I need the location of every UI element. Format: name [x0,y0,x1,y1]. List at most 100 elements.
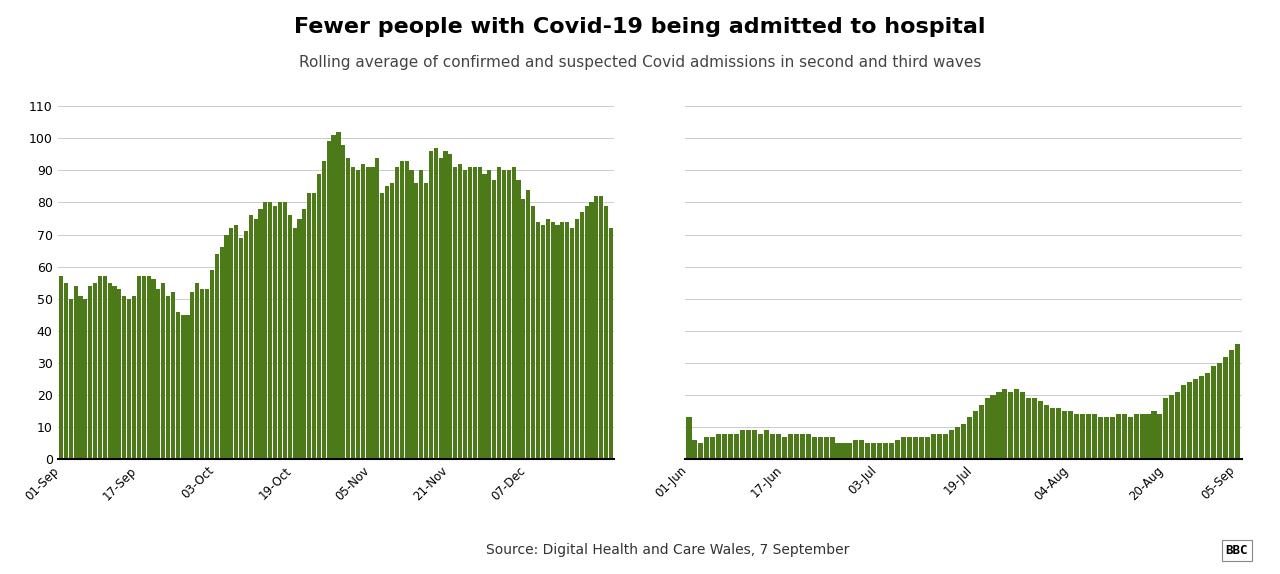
Bar [710,437,716,459]
Bar [132,296,136,459]
Bar [556,225,559,459]
Bar [88,286,92,459]
Bar [118,289,122,459]
Bar [740,430,745,459]
Bar [458,164,462,459]
Bar [561,222,564,459]
Bar [210,270,214,459]
Bar [467,167,472,459]
Bar [259,209,262,459]
Text: BBC: BBC [1225,544,1248,557]
Bar [575,219,579,459]
Bar [93,283,97,459]
Bar [180,315,184,459]
Bar [686,417,691,459]
Bar [1199,376,1204,459]
Bar [943,433,948,459]
Bar [142,276,146,459]
Bar [1152,411,1157,459]
Bar [1098,417,1103,459]
Bar [317,173,321,459]
Bar [161,283,165,459]
Bar [507,170,511,459]
Bar [961,424,965,459]
Bar [424,183,428,459]
Bar [269,203,273,459]
Bar [580,212,584,459]
Bar [1014,389,1019,459]
Bar [865,443,870,459]
Bar [312,193,316,459]
Bar [991,395,996,459]
Bar [516,180,521,459]
Bar [253,219,257,459]
Bar [955,427,960,459]
Bar [332,135,335,459]
Bar [472,167,476,459]
Bar [497,167,500,459]
Bar [1056,408,1061,459]
Bar [566,222,570,459]
Bar [172,292,175,459]
Bar [288,215,292,459]
Bar [370,167,375,459]
Bar [434,148,438,459]
Bar [321,161,326,459]
Bar [1181,385,1187,459]
Bar [753,430,756,459]
Bar [1204,373,1210,459]
Bar [604,205,608,459]
Bar [175,312,180,459]
Bar [59,276,63,459]
Bar [356,170,360,459]
Bar [1032,398,1037,459]
Bar [151,280,156,459]
Bar [590,203,594,459]
Bar [307,193,311,459]
Bar [526,189,530,459]
Bar [78,296,82,459]
Bar [127,298,132,459]
Bar [722,433,727,459]
Bar [1062,411,1068,459]
Bar [346,157,351,459]
Bar [1157,414,1162,459]
Bar [215,254,219,459]
Bar [380,193,384,459]
Bar [113,286,116,459]
Bar [540,225,545,459]
Bar [919,437,924,459]
Bar [1164,398,1169,459]
Bar [1074,414,1079,459]
Bar [609,228,613,459]
Bar [735,433,739,459]
Bar [913,437,918,459]
Bar [1068,411,1073,459]
Bar [1085,414,1091,459]
Bar [229,228,233,459]
Bar [812,437,817,459]
Bar [1139,414,1144,459]
Bar [415,183,419,459]
Bar [1229,350,1234,459]
Bar [1027,398,1032,459]
Bar [492,180,497,459]
Bar [1009,392,1014,459]
Bar [239,238,243,459]
Bar [278,203,282,459]
Bar [1020,392,1025,459]
Bar [419,170,424,459]
Bar [83,298,87,459]
Bar [248,215,253,459]
Bar [787,433,792,459]
Bar [794,433,799,459]
Bar [877,443,882,459]
Bar [776,433,781,459]
Bar [1050,408,1055,459]
Bar [1146,414,1151,459]
Bar [404,161,408,459]
Text: Source: Digital Health and Care Wales, 7 September: Source: Digital Health and Care Wales, 7… [486,543,850,557]
Bar [872,443,877,459]
Bar [483,173,486,459]
Bar [1116,414,1121,459]
